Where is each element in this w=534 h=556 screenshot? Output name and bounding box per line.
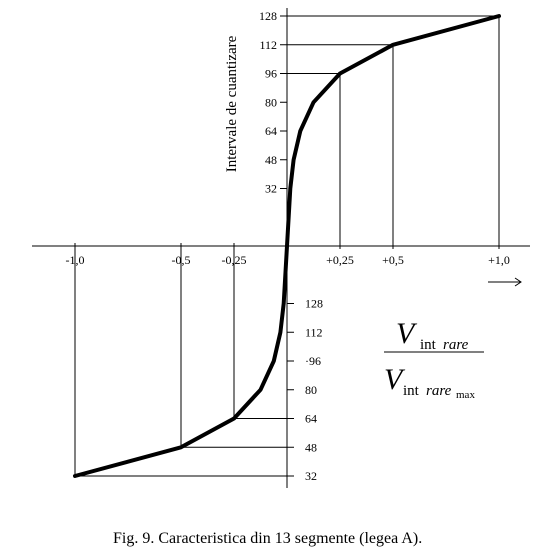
y-axis-title: Intervale de cuantizare — [224, 35, 240, 172]
y-tick-label-positive: 32 — [265, 182, 277, 196]
formula-numerator-sub-italic: rare — [443, 337, 469, 353]
formula-numerator-v: V — [396, 317, 418, 350]
x-tick-label: +0,5 — [382, 253, 404, 267]
y-tick-label-positive: 96 — [265, 67, 277, 81]
formula-denominator-v: V — [384, 363, 406, 396]
x-tick-label: +1,0 — [488, 253, 510, 267]
formula-numerator-sub: int — [420, 337, 437, 353]
y-tick-label-positive: 80 — [265, 95, 277, 109]
x-tick-label: +0,25 — [326, 253, 354, 267]
formula: V int rare V int rare max — [384, 317, 484, 401]
y-tick-label-positive: 64 — [265, 124, 277, 138]
guide-lines — [74, 15, 500, 477]
formula-denominator-subsub: max — [456, 389, 475, 401]
y-tick-label-positive: 48 — [265, 153, 277, 167]
y-ticks: 128 32 112 48 96 64 80 80 64 ·96 48 112 32 128 — [259, 9, 323, 483]
y-tick-label-negative: 80 — [305, 383, 317, 397]
y-tick-label-negative: 32 — [305, 469, 317, 483]
y-tick-label-negative: ·96 — [305, 354, 321, 368]
x-tick-label: -1,0 — [66, 253, 85, 267]
x-tick-label: -0,5 — [172, 253, 191, 267]
y-tick-label-negative: 64 — [305, 412, 317, 426]
y-tick-label-positive: 112 — [259, 38, 277, 52]
y-tick-label-negative: 112 — [305, 325, 323, 339]
x-tick-label: -0,25 — [222, 253, 247, 267]
series-line — [73, 14, 501, 478]
y-tick-label-positive: 128 — [259, 9, 277, 23]
y-tick-label-negative: 128 — [305, 297, 323, 311]
formula-denominator-sub: int — [403, 383, 420, 399]
formula-denominator-sub-italic: rare — [426, 383, 452, 399]
y-tick-label-negative: 48 — [305, 440, 317, 454]
x-axis-arrow — [488, 277, 522, 287]
x-ticks: -1,0 -0,5 -0,25 +0,25 +0,5 +1,0 — [66, 243, 510, 267]
figure-caption: Fig. 9. Caracteristica din 13 segmente (… — [113, 530, 422, 547]
